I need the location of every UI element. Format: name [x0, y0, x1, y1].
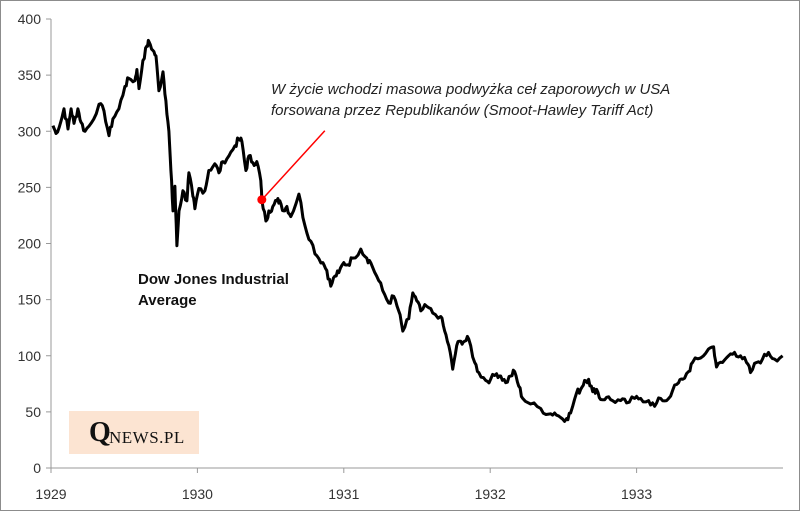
- y-tick-label: 400: [18, 11, 42, 27]
- x-tick-label: 1930: [182, 486, 213, 502]
- series-label-line-2: Average: [138, 292, 197, 309]
- annotation-text: W życie wchodzi masowa podwyżka ceł zapo…: [271, 79, 670, 121]
- qnews-logo: Q NEWS.PL: [69, 411, 199, 454]
- y-tick-label: 100: [18, 348, 42, 364]
- series-line-dow-jones: [51, 38, 784, 423]
- y-tick-label: 0: [33, 460, 41, 476]
- logo-q: Q: [89, 417, 111, 448]
- series-label: Dow Jones Industrial Average: [138, 269, 289, 311]
- y-tick-label: 250: [18, 179, 42, 195]
- annotation-line-2: forsowana przez Republikanów (Smoot-Hawl…: [271, 102, 654, 119]
- x-tick-label: 1932: [475, 486, 506, 502]
- x-tick-label: 1933: [621, 486, 652, 502]
- y-tick-label: 200: [18, 236, 42, 252]
- y-tick-label: 300: [18, 123, 42, 139]
- x-tick-label: 1931: [328, 486, 359, 502]
- series-label-line-1: Dow Jones Industrial: [138, 271, 289, 288]
- y-tick-label: 50: [25, 404, 41, 420]
- annotation-line-1: W życie wchodzi masowa podwyżka ceł zapo…: [271, 81, 671, 98]
- annotation-point: [257, 195, 267, 205]
- annotation-pointer-line: [261, 130, 326, 201]
- y-tick-label: 150: [18, 292, 42, 308]
- y-tick-label: 350: [18, 67, 42, 83]
- x-tick-label: 1929: [35, 486, 66, 502]
- logo-text: NEWS.PL: [109, 428, 185, 447]
